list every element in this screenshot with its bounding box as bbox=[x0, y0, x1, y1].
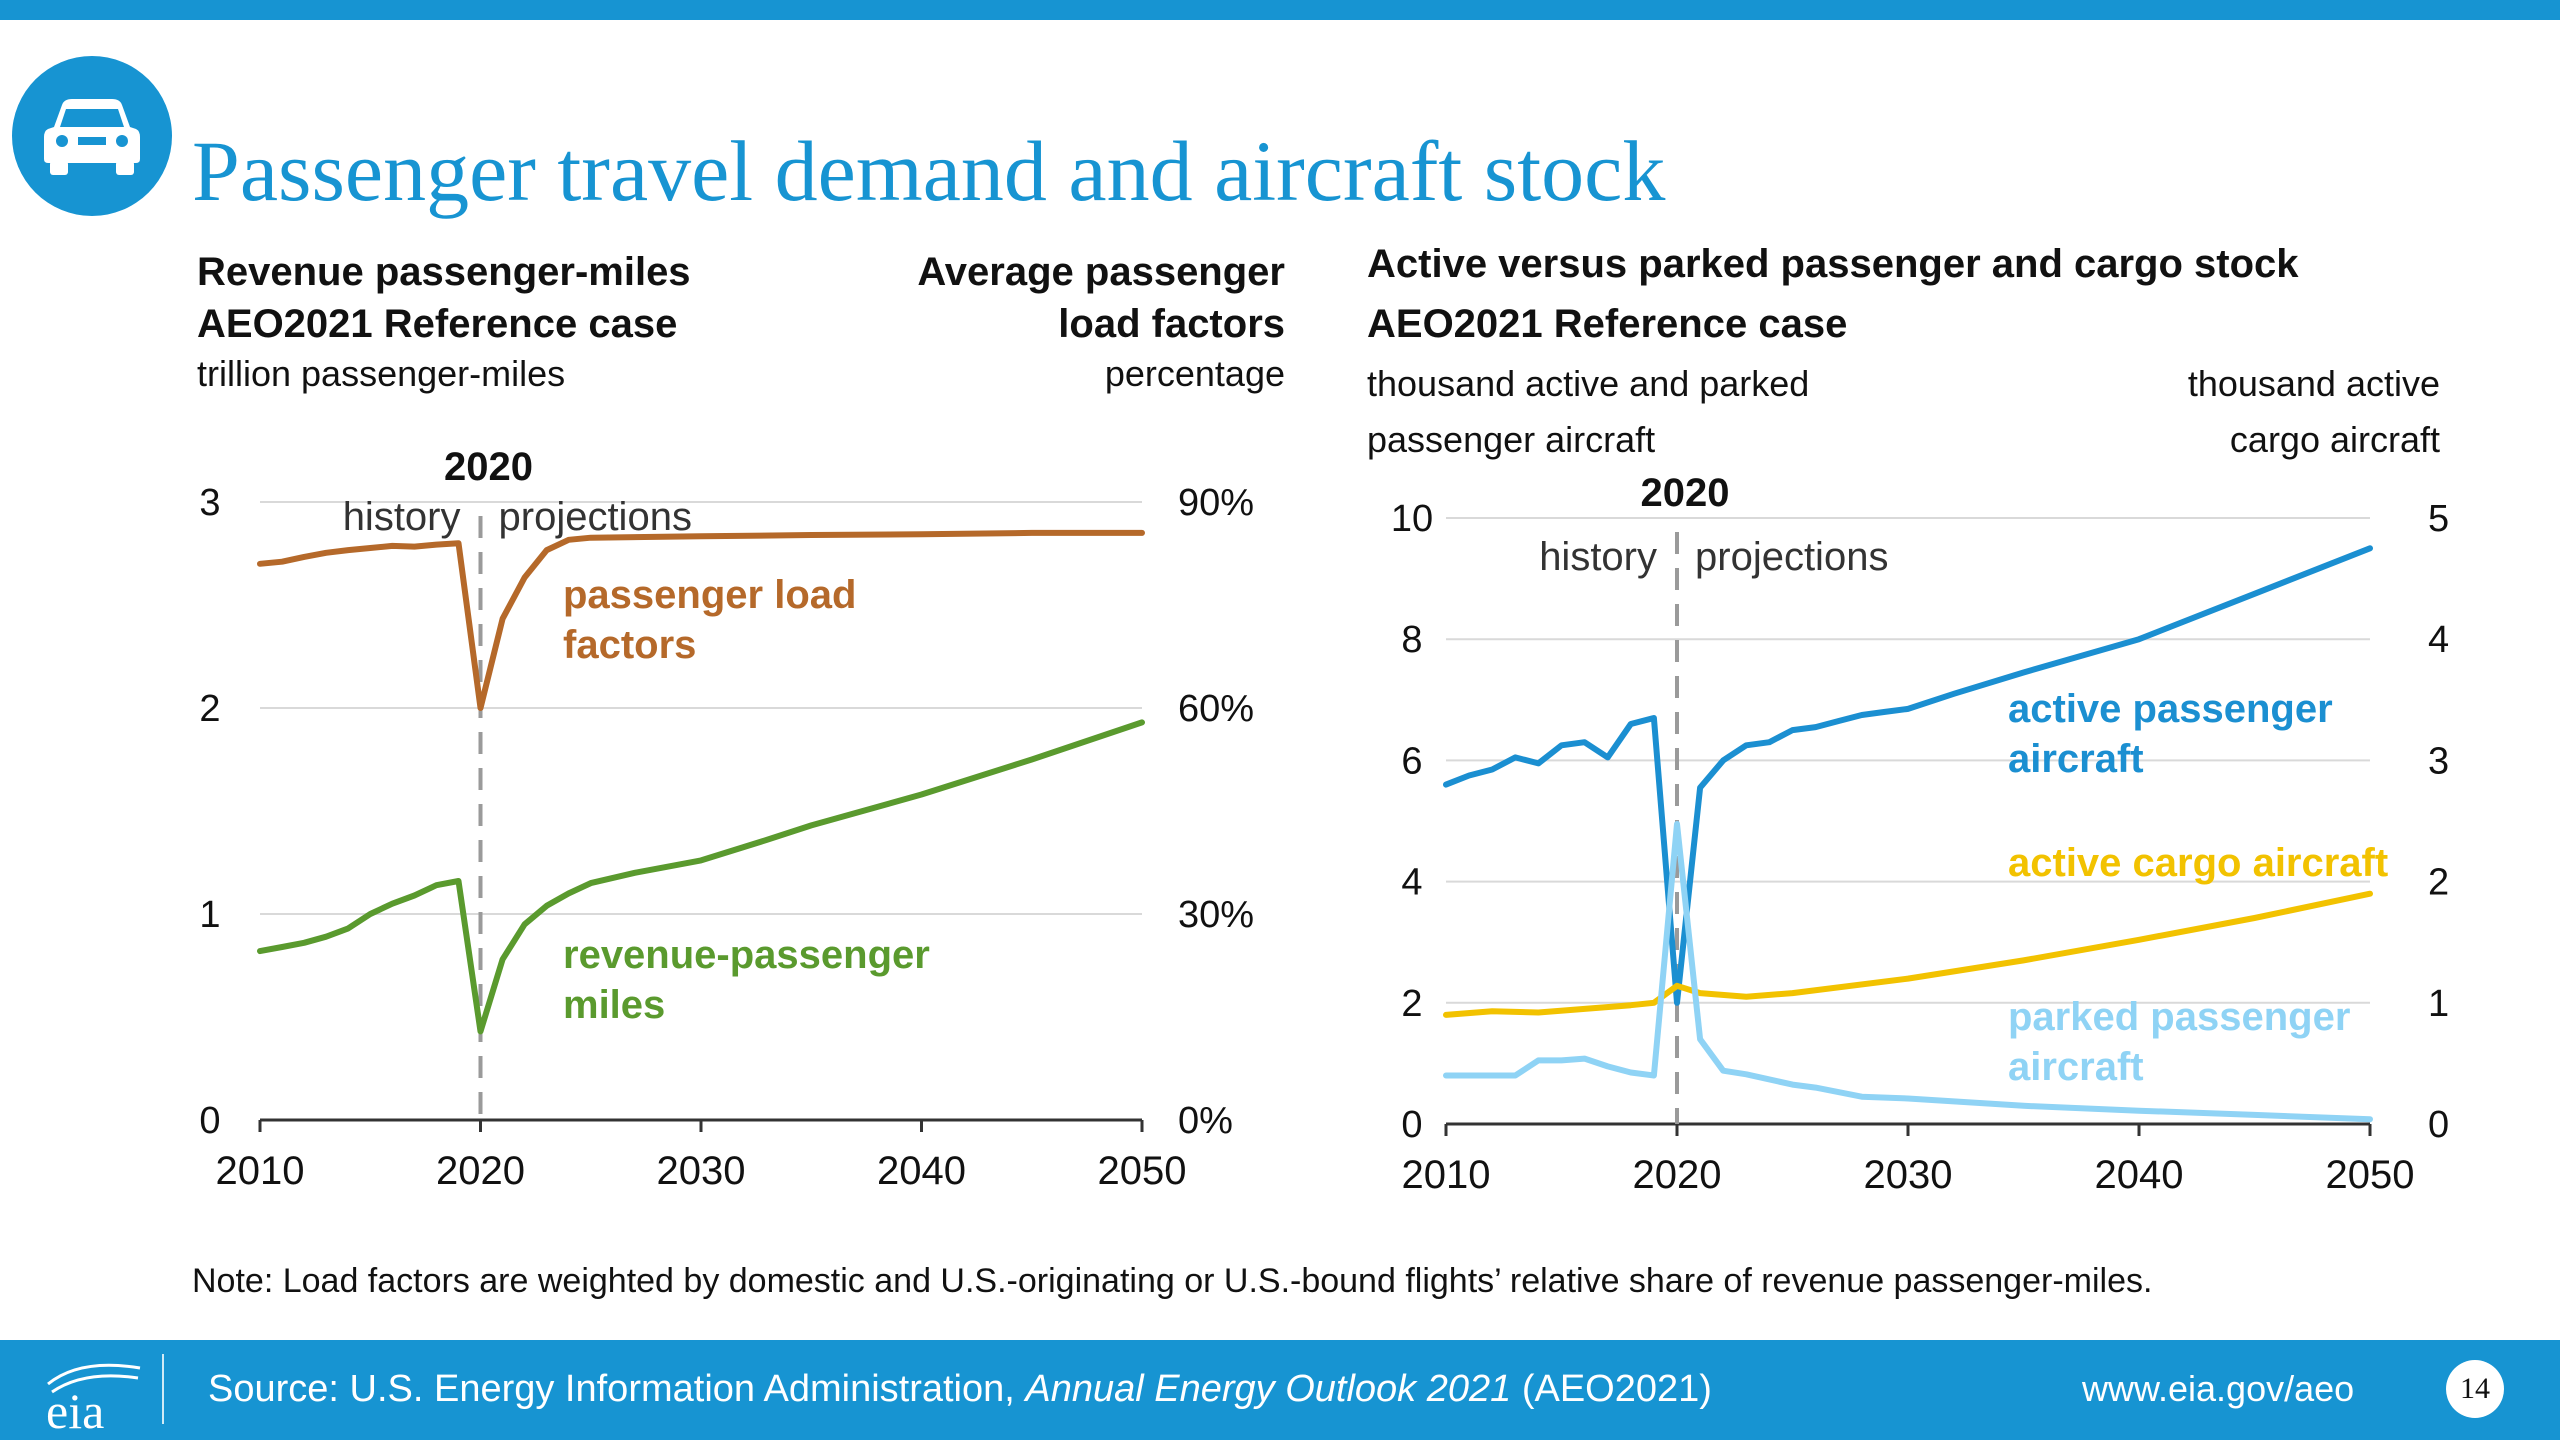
chart2-y2-tick-label: 3 bbox=[2428, 740, 2449, 782]
chart2-x-tick-label: 2040 bbox=[2095, 1153, 2184, 1197]
chart1-series-label-revenue-passenger-miles-2: miles bbox=[563, 983, 665, 1027]
chart2-y-tick-label: 10 bbox=[1391, 498, 1433, 540]
source-prefix: Source: U.S. Energy Information Administ… bbox=[208, 1368, 1026, 1410]
eia-logo: eia bbox=[46, 1363, 141, 1434]
footer-divider bbox=[162, 1354, 164, 1424]
transportation-logo bbox=[12, 56, 172, 216]
chart2-year-label: 2020 bbox=[1641, 471, 1730, 515]
eia-logo-text: eia bbox=[46, 1383, 104, 1434]
left-chart-unit: trillion passenger-miles bbox=[197, 353, 566, 394]
chart1-y2-tick-label: 90% bbox=[1178, 482, 1254, 524]
chart2-y2-tick-label: 2 bbox=[2428, 862, 2449, 904]
left-chart-right-unit: percentage bbox=[1104, 353, 1285, 394]
chart2-series-active-cargo-aircraft bbox=[1443, 890, 2373, 1018]
chart2-y2-tick-label: 5 bbox=[2428, 498, 2449, 540]
source-text: Source: U.S. Energy Information Administ… bbox=[208, 1368, 1712, 1411]
right-chart-right-unit-2: cargo aircraft bbox=[2229, 419, 2440, 460]
chart1-y-tick-label: 2 bbox=[199, 688, 220, 730]
page-title: Passenger travel demand and aircraft sto… bbox=[192, 123, 1666, 219]
chart2-series-label-parked-passenger-aircraft-2: aircraft bbox=[2008, 1045, 2144, 1089]
chart1-year-label: 2020 bbox=[444, 445, 533, 489]
left-chart-right-title-2: load factors bbox=[1058, 302, 1285, 346]
chart1-projections-label: projections bbox=[499, 495, 692, 539]
chart1-series-passenger-load-factors bbox=[257, 529, 1145, 711]
right-chart-left-unit-2: passenger aircraft bbox=[1367, 419, 1656, 460]
right-chart-title: Active versus parked passenger and cargo… bbox=[1367, 242, 2299, 286]
chart1-series-label-passenger-load-factors-2: factors bbox=[563, 623, 696, 667]
chart2-y-tick-label: 4 bbox=[1401, 862, 1422, 904]
left-chart-subtitle: AEO2021 Reference case bbox=[197, 302, 678, 346]
chart1-x-tick-label: 2010 bbox=[216, 1149, 305, 1193]
chart1-series-label-revenue-passenger-miles: revenue-passenger bbox=[563, 933, 930, 977]
chart2-x-tick-label: 2030 bbox=[1864, 1153, 1953, 1197]
car-icon bbox=[44, 99, 140, 175]
chart1-y2-tick-label: 0% bbox=[1178, 1100, 1233, 1142]
right-chart-left-unit: thousand active and parked bbox=[1367, 363, 1810, 404]
chart1-series-label-passenger-load-factors: passenger load bbox=[563, 573, 856, 617]
source-report-title: Annual Energy Outlook 2021 bbox=[1025, 1368, 1512, 1410]
chart2-x-tick-label: 2050 bbox=[2326, 1153, 2415, 1197]
chart2-y-tick-label: 6 bbox=[1401, 740, 1422, 782]
page-number: 14 bbox=[2446, 1360, 2504, 1418]
chart2-series-label-active-passenger-aircraft-2: aircraft bbox=[2008, 737, 2144, 781]
chart2-y-tick-label: 8 bbox=[1401, 619, 1422, 661]
chart2-series-active-passenger-aircraft bbox=[1443, 545, 2373, 1006]
source-suffix: (AEO2021) bbox=[1511, 1368, 1712, 1410]
chart2-x-tick-label: 2020 bbox=[1633, 1153, 1722, 1197]
footnote: Note: Load factors are weighted by domes… bbox=[192, 1262, 2153, 1300]
chart2-series-label-active-cargo-aircraft: active cargo aircraft bbox=[2008, 841, 2388, 885]
chart1-y-tick-label: 3 bbox=[199, 482, 220, 524]
chart1-history-label: history bbox=[343, 495, 461, 539]
chart2-projections-label: projections bbox=[1695, 535, 1888, 579]
right-chart-subtitle: AEO2021 Reference case bbox=[1367, 302, 1848, 346]
chart1-series-revenue-passenger-miles bbox=[257, 719, 1145, 1035]
chart1-x-tick-label: 2050 bbox=[1098, 1149, 1187, 1193]
chart1-y2-tick-label: 30% bbox=[1178, 894, 1254, 936]
left-chart-title: Revenue passenger-miles bbox=[197, 250, 691, 294]
chart1-x-tick-label: 2040 bbox=[877, 1149, 966, 1193]
chart2-history-label: history bbox=[1539, 535, 1657, 579]
footer-bar: eia Source: U.S. Energy Information Admi… bbox=[0, 1340, 2560, 1440]
chart2-series-parked-passenger-aircraft bbox=[1443, 821, 2373, 1123]
chart2-y2-tick-label: 1 bbox=[2428, 983, 2449, 1025]
left-chart-right-title: Average passenger bbox=[917, 250, 1285, 294]
chart2-series-label-active-passenger-aircraft: active passenger bbox=[2008, 687, 2333, 731]
chart1-y-tick-label: 1 bbox=[199, 894, 220, 936]
chart1-x-tick-label: 2030 bbox=[657, 1149, 746, 1193]
website-link[interactable]: www.eia.gov/aeo bbox=[2082, 1368, 2355, 1409]
chart2-series-label-parked-passenger-aircraft: parked passenger bbox=[2008, 995, 2350, 1039]
chart2-y-tick-label: 0 bbox=[1401, 1104, 1422, 1146]
chart2-y-tick-label: 2 bbox=[1401, 983, 1422, 1025]
chart2-y2-tick-label: 4 bbox=[2428, 619, 2449, 661]
chart2-x-tick-label: 2010 bbox=[1402, 1153, 1491, 1197]
chart1-y-tick-label: 0 bbox=[199, 1100, 220, 1142]
chart1-y2-tick-label: 60% bbox=[1178, 688, 1254, 730]
top-accent-bar bbox=[0, 0, 2560, 20]
chart1-x-tick-label: 2020 bbox=[436, 1149, 525, 1193]
chart2-y2-tick-label: 0 bbox=[2428, 1104, 2449, 1146]
right-chart-right-unit: thousand active bbox=[2187, 363, 2440, 404]
